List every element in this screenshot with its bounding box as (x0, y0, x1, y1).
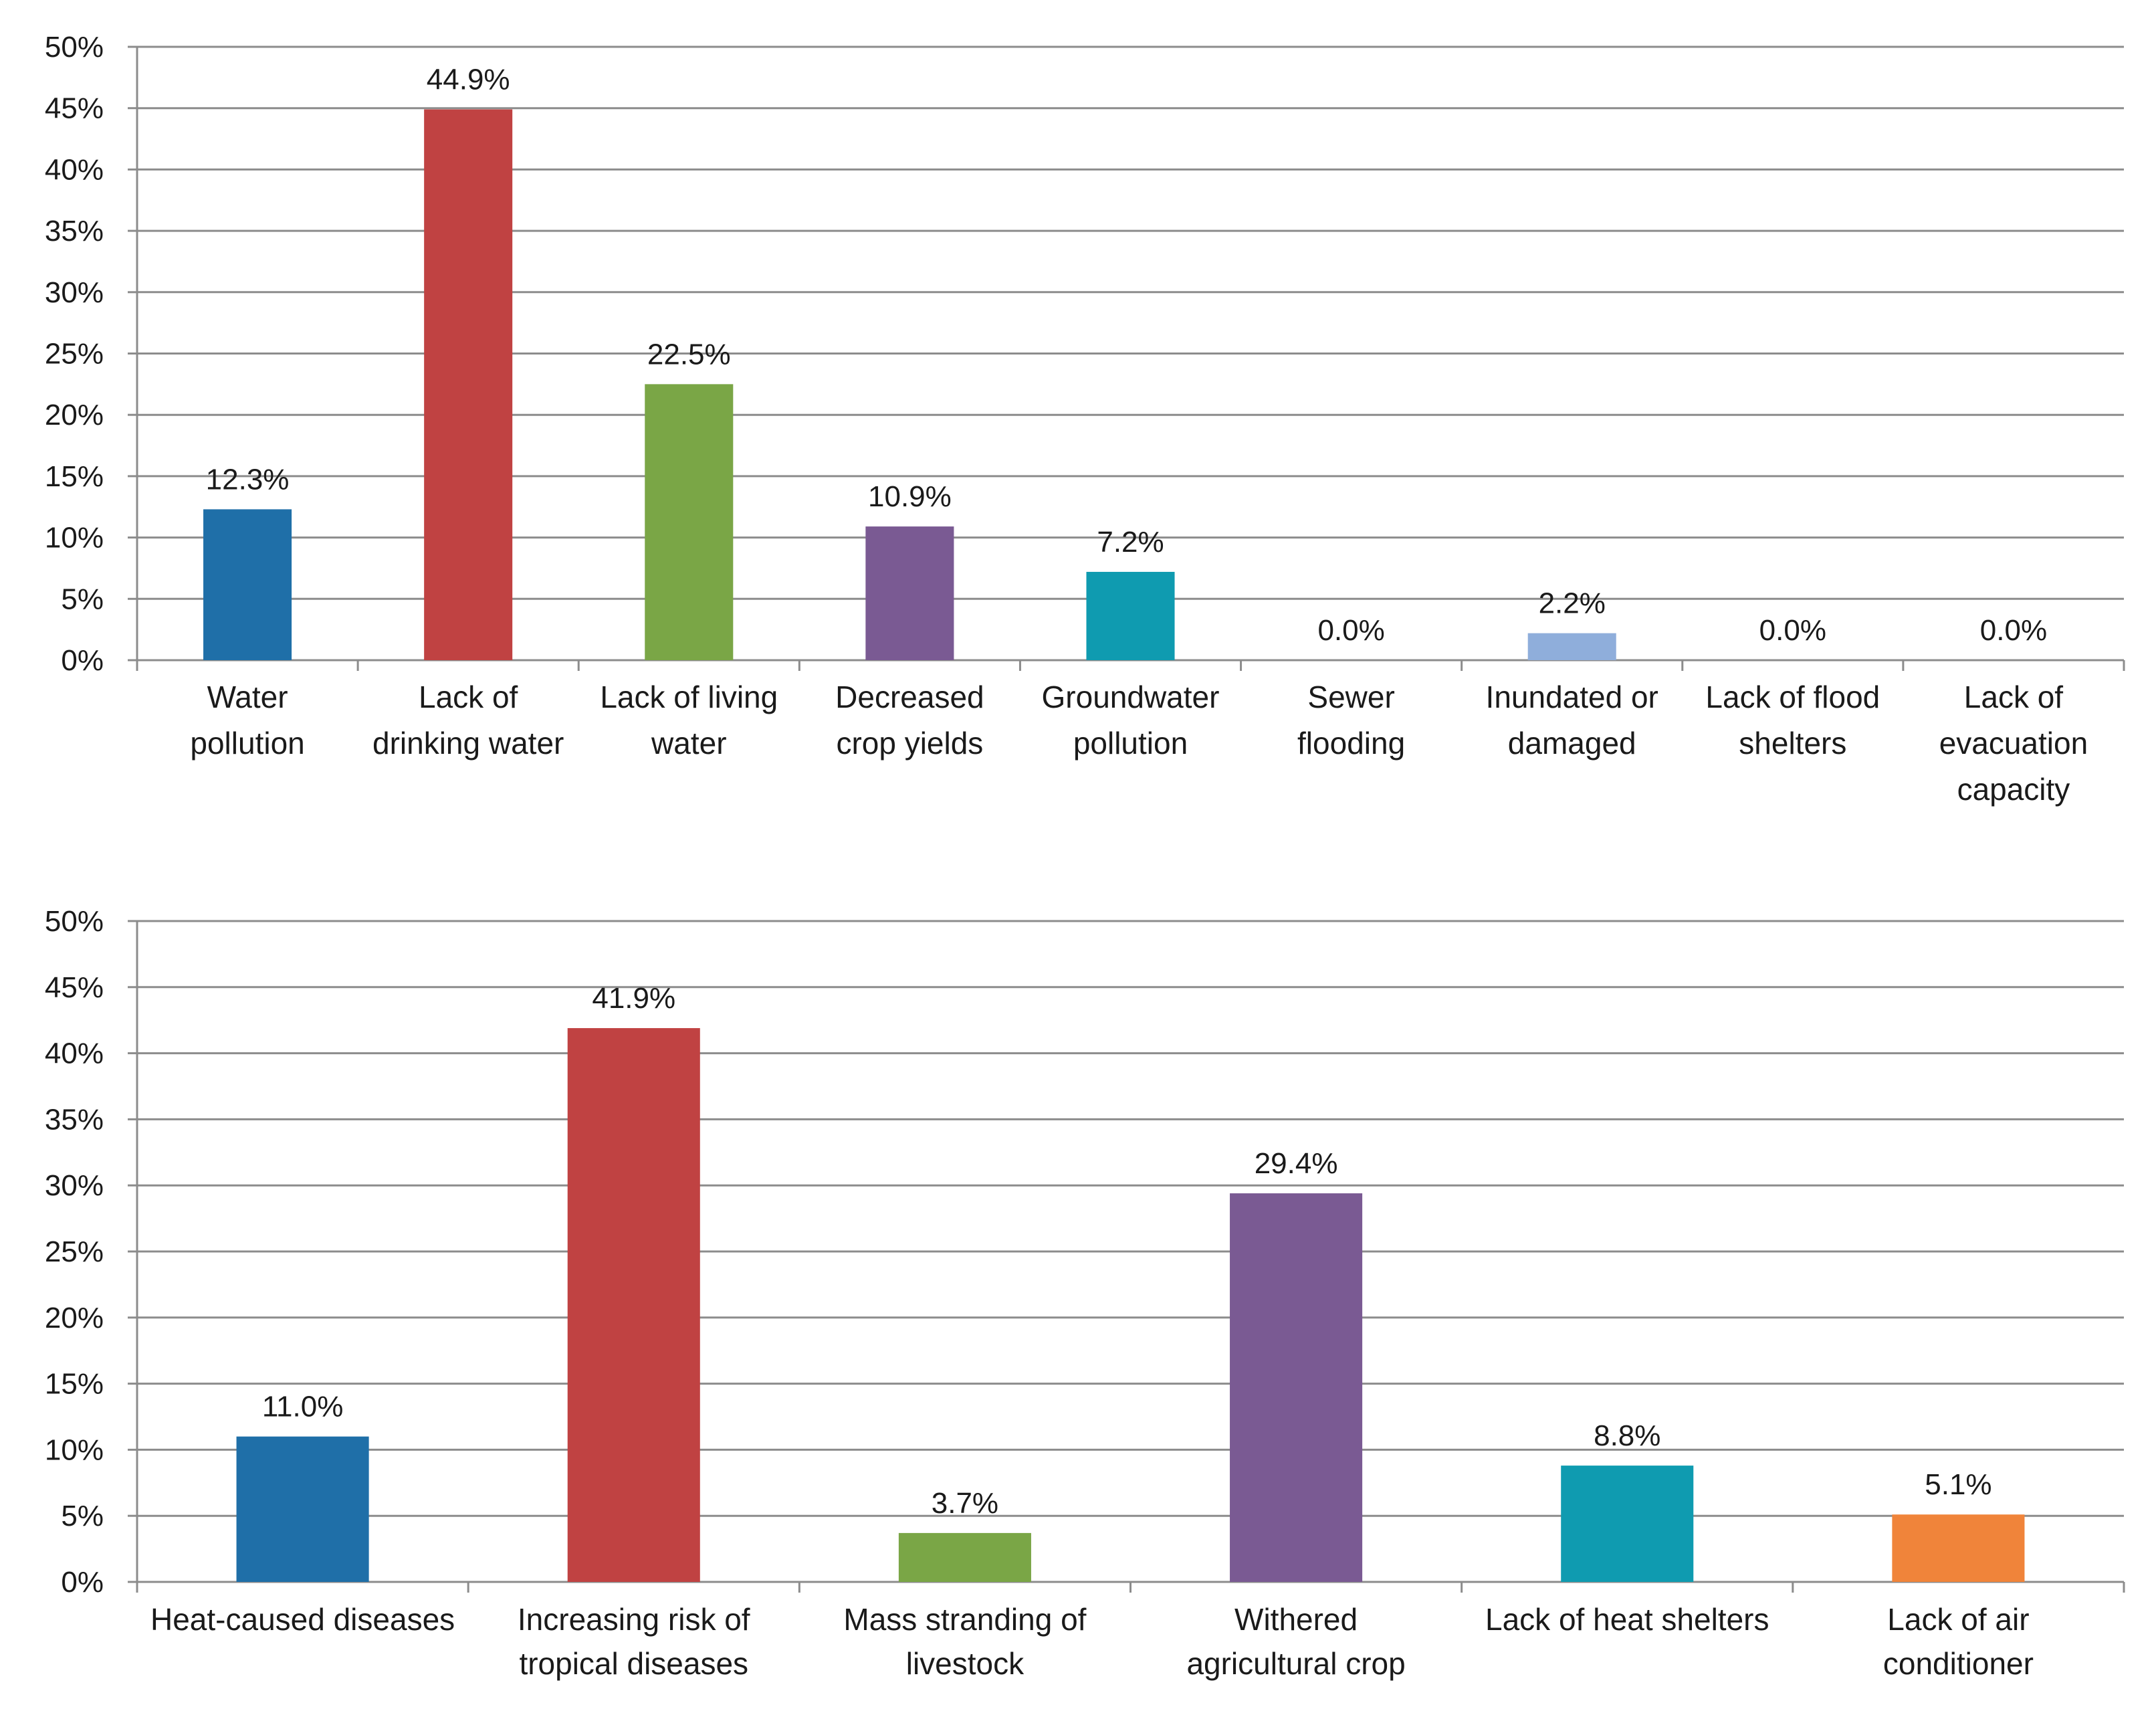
category-label: Withered agricultural crop (1186, 1602, 1405, 1681)
category-label: Inundated or damaged (1486, 680, 1658, 761)
data-label: 8.8% (1594, 1419, 1660, 1452)
data-label: 12.3% (206, 463, 290, 496)
bar (1561, 1466, 1694, 1582)
y-tick-label: 40% (45, 1037, 104, 1070)
bar (645, 384, 734, 660)
bar (898, 1532, 1031, 1582)
y-tick-label: 40% (45, 153, 104, 186)
data-label: 0.0% (1759, 614, 1826, 647)
category-label: Lack of air conditioner (1883, 1602, 2034, 1681)
bar (567, 1028, 700, 1582)
chart-top: 0% 5% 10% 15% 20% 25% 30% 35% 40% 45% 50% 12.3% Wate… (45, 31, 2125, 807)
y-tick-label: 20% (45, 1302, 104, 1334)
data-label: 0.0% (1317, 614, 1384, 647)
category-label: Lack of living water (600, 680, 778, 761)
y-tick-label: 0% (61, 644, 104, 677)
data-label: 44.9% (427, 64, 510, 96)
category-label: Lack of heat shelters (1485, 1602, 1769, 1637)
chart-bottom: 0% 5% 10% 15% 20% 25% 30% 35% 40% 45% 50% 11.0% Heat… (45, 905, 2125, 1681)
y-tick-label: 10% (45, 1433, 104, 1466)
bar (865, 526, 954, 660)
bar (1527, 633, 1616, 660)
y-tick-label: 0% (61, 1566, 104, 1599)
bar (424, 109, 513, 660)
bar (236, 1436, 369, 1582)
data-label: 11.0% (262, 1391, 344, 1423)
data-label: 5.1% (1925, 1468, 1991, 1501)
bar (203, 509, 292, 660)
y-tick-label: 50% (45, 905, 104, 938)
y-tick-label: 30% (45, 276, 104, 309)
data-label: 22.5% (647, 338, 731, 371)
y-tick-label: 30% (45, 1169, 104, 1202)
data-label: 7.2% (1097, 526, 1164, 559)
category-label: Lack of evacuation capacity (1939, 680, 2088, 807)
y-tick-label: 5% (61, 1500, 104, 1532)
category-label: Sewer flooding (1297, 680, 1405, 761)
y-tick-label: 35% (45, 1103, 104, 1136)
y-tick-label: 15% (45, 460, 104, 493)
bar (1086, 571, 1175, 660)
y-tick-label: 15% (45, 1368, 104, 1401)
y-tick-label: 10% (45, 522, 104, 555)
data-label: 2.2% (1539, 587, 1606, 620)
y-tick-label: 50% (45, 31, 104, 64)
y-tick-label: 20% (45, 399, 104, 431)
category-label: Increasing risk of tropical diseases (518, 1602, 750, 1681)
data-label: 41.9% (592, 982, 675, 1015)
y-tick-label: 45% (45, 971, 104, 1004)
y-tick-label: 5% (61, 583, 104, 615)
bar (1230, 1193, 1363, 1582)
category-label: Water pollution (190, 680, 304, 761)
data-label: 10.9% (868, 480, 952, 513)
category-label: Decreased crop yields (835, 680, 984, 761)
y-tick-label: 45% (45, 92, 104, 125)
bar (1892, 1514, 2025, 1582)
data-label: 0.0% (1980, 614, 2047, 647)
category-label: Lack of drinking water (372, 680, 564, 761)
category-label: Lack of flood shelters (1705, 680, 1880, 761)
y-tick-label: 25% (45, 338, 104, 371)
category-label: Mass stranding of livestock (843, 1602, 1086, 1681)
category-label: Groundwater pollution (1042, 680, 1220, 761)
y-tick-label: 25% (45, 1235, 104, 1268)
y-tick-label: 35% (45, 215, 104, 247)
data-label: 29.4% (1255, 1147, 1338, 1180)
category-label: Heat-caused diseases (150, 1602, 455, 1637)
data-label: 3.7% (932, 1487, 998, 1520)
